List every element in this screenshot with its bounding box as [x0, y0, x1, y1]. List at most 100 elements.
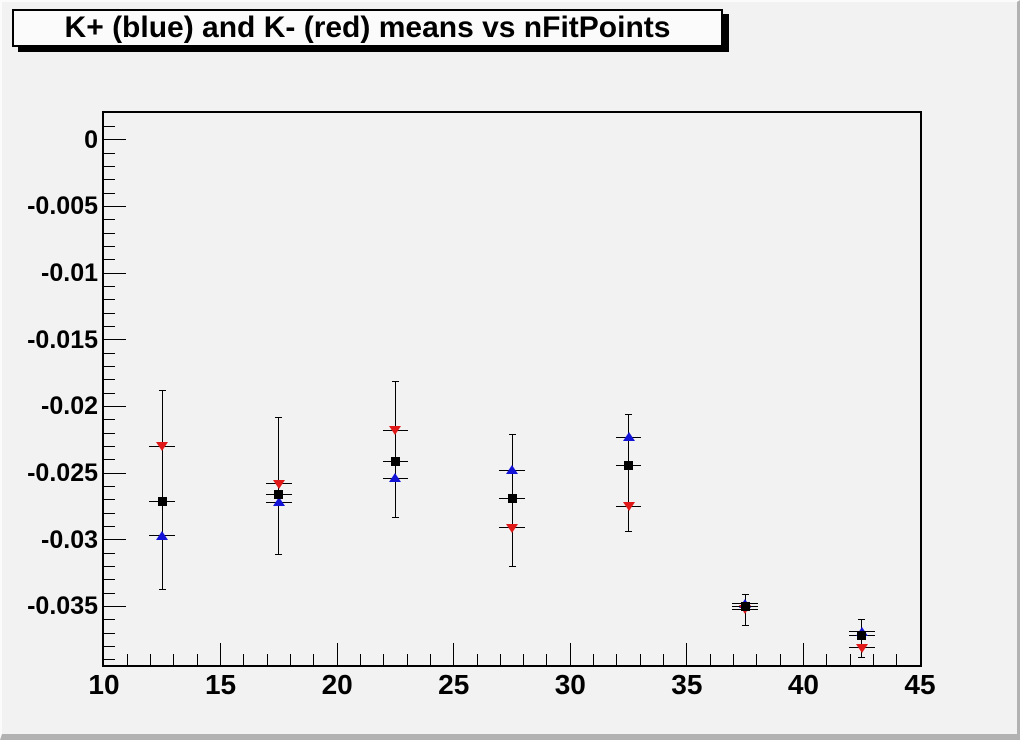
y-tick-label: -0.005: [27, 192, 98, 221]
x-tick-label: 30: [554, 669, 586, 700]
y-minor-tick: [104, 579, 115, 581]
x-minor-tick: [756, 654, 758, 665]
y-minor-tick: [104, 512, 115, 514]
y-minor-tick: [104, 379, 115, 381]
y-tick-label: -0.03: [41, 525, 98, 554]
y-minor-tick: [104, 165, 115, 167]
x-minor-tick: [663, 654, 665, 665]
x-minor-tick: [593, 654, 595, 665]
error-bar-cap-top: [275, 416, 283, 418]
x-tick-label: 25: [438, 669, 470, 700]
y-tick-label: -0.01: [41, 259, 98, 287]
x-minor-tick: [779, 654, 781, 665]
x-minor-tick: [429, 654, 431, 665]
plot-title-box[interactable]: K+ (blue) and K- (red) means vs nFitPoin…: [12, 9, 723, 47]
x-minor-tick: [616, 654, 618, 665]
y-minor-tick: [104, 632, 115, 634]
y-minor-tick: [104, 485, 115, 487]
y-major-tick: [104, 339, 126, 341]
x-minor-tick: [266, 654, 268, 665]
marker-triangle-up: [506, 465, 518, 475]
marker-square: [157, 496, 167, 506]
y-major-tick: [104, 405, 126, 407]
x-minor-tick: [173, 654, 175, 665]
y-minor-tick: [104, 552, 115, 554]
y-major-tick: [104, 539, 126, 541]
error-bar-cap-top: [625, 413, 633, 415]
y-tick-label: -0.025: [27, 459, 98, 487]
y-tick-label: -0.035: [27, 592, 98, 621]
y-tick-label: -0.02: [41, 392, 98, 421]
x-minor-tick: [383, 654, 385, 665]
x-major-tick: [453, 643, 455, 665]
x-minor-tick: [849, 654, 851, 665]
y-minor-tick: [104, 232, 115, 234]
error-bar-cap-bottom: [391, 516, 399, 518]
error-bar-cap-top: [158, 389, 166, 391]
y-major-tick: [104, 605, 126, 607]
x-minor-tick: [732, 654, 734, 665]
y-minor-tick: [104, 299, 115, 301]
x-minor-tick: [290, 654, 291, 665]
x-tick-label: 40: [787, 669, 819, 700]
x-tick-label: 15: [204, 669, 237, 700]
error-bar-cap-bottom: [508, 565, 516, 567]
y-minor-tick: [104, 619, 115, 621]
marker-triangle-down: [272, 479, 285, 489]
y-minor-tick: [104, 565, 115, 567]
y-minor-tick: [104, 285, 115, 287]
y-major-tick: [104, 472, 126, 474]
y-minor-tick: [104, 125, 115, 127]
error-bar-cap-top: [508, 433, 516, 435]
y-minor-tick: [104, 592, 115, 594]
marker-triangle-down: [389, 426, 402, 436]
x-minor-tick: [126, 654, 128, 665]
marker-triangle-up: [156, 530, 169, 540]
x-major-tick: [686, 643, 688, 665]
marker-triangle-down: [506, 523, 518, 533]
x-tick-label: 35: [671, 669, 703, 700]
plot-title: K+ (blue) and K- (red) means vs nFitPoin…: [64, 11, 671, 44]
x-minor-tick: [523, 654, 525, 665]
x-major-tick: [336, 643, 338, 665]
x-minor-tick: [476, 654, 478, 665]
y-minor-tick: [104, 432, 115, 434]
y-minor-tick: [104, 392, 115, 394]
plot-frame[interactable]: [102, 111, 922, 667]
y-minor-tick: [104, 312, 115, 314]
y-minor-tick: [104, 192, 115, 194]
y-tick-label: -0.015: [27, 325, 98, 354]
y-minor-tick: [104, 152, 115, 154]
x-minor-tick: [499, 654, 501, 665]
y-minor-tick: [104, 259, 115, 261]
y-minor-tick: [104, 525, 115, 527]
y-major-tick: [104, 139, 126, 141]
y-minor-tick: [104, 659, 115, 661]
error-bar-line: [161, 390, 163, 589]
x-minor-tick: [896, 654, 898, 665]
y-minor-tick: [104, 245, 115, 247]
x-minor-tick: [150, 654, 152, 665]
x-minor-tick: [196, 654, 198, 665]
y-minor-tick: [104, 179, 115, 181]
error-bar-cap-top: [858, 619, 866, 621]
error-bar-line: [628, 414, 630, 532]
marker-triangle-down: [622, 502, 635, 512]
x-minor-tick: [359, 654, 361, 665]
error-bar-cap-bottom: [858, 656, 866, 658]
y-minor-tick: [104, 499, 115, 501]
error-bar-line: [394, 381, 396, 517]
x-minor-tick: [243, 654, 245, 665]
marker-triangle-up: [622, 432, 635, 441]
x-major-tick: [569, 643, 571, 665]
x-tick-label: 20: [321, 669, 353, 700]
x-major-tick: [802, 643, 804, 665]
marker-square: [740, 601, 750, 611]
marker-square: [507, 493, 517, 503]
error-bar-cap-bottom: [741, 624, 749, 626]
marker-square: [274, 489, 284, 499]
marker-square: [857, 631, 867, 641]
y-major-tick: [104, 205, 126, 207]
y-minor-tick: [104, 645, 115, 647]
